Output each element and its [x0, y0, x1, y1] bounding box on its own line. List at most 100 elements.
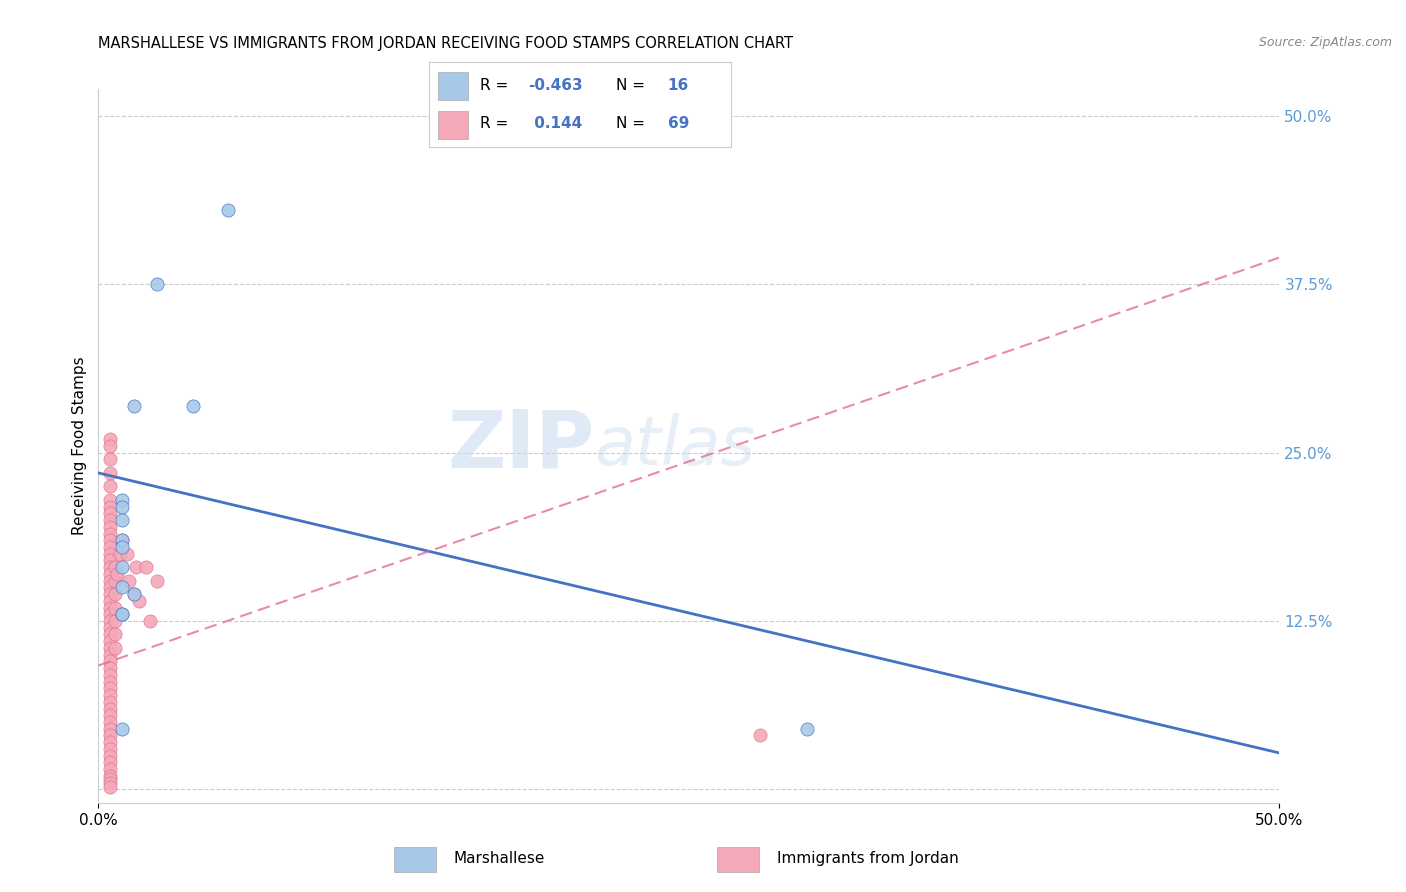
Point	[98, 614, 121, 628]
Point	[111, 533, 134, 548]
Point	[98, 748, 121, 763]
Point	[98, 607, 121, 622]
Point	[98, 627, 121, 641]
Point	[98, 634, 121, 648]
Point	[98, 479, 121, 493]
Point	[98, 621, 121, 635]
Point	[104, 640, 127, 655]
FancyBboxPatch shape	[437, 71, 468, 100]
Point	[98, 769, 121, 783]
Point	[98, 432, 121, 446]
Point	[98, 533, 121, 548]
Point	[98, 574, 121, 588]
Point	[98, 500, 121, 514]
Point	[146, 277, 169, 292]
Point	[98, 681, 121, 696]
Point	[128, 594, 150, 608]
Point	[104, 627, 127, 641]
Point	[111, 492, 134, 507]
Point	[111, 607, 134, 622]
Point	[105, 566, 128, 581]
Point	[98, 492, 121, 507]
Text: N =: N =	[616, 116, 645, 131]
Point	[98, 661, 121, 675]
Point	[104, 560, 127, 574]
Point	[98, 735, 121, 749]
Point	[98, 756, 121, 770]
Point	[139, 614, 162, 628]
Text: MARSHALLESE VS IMMIGRANTS FROM JORDAN RECEIVING FOOD STAMPS CORRELATION CHART: MARSHALLESE VS IMMIGRANTS FROM JORDAN RE…	[98, 36, 793, 51]
Point	[748, 729, 770, 743]
Text: Marshallese: Marshallese	[453, 851, 544, 866]
Point	[98, 742, 121, 756]
Point	[111, 722, 134, 736]
Point	[122, 587, 145, 601]
Point	[98, 526, 121, 541]
Point	[98, 762, 121, 776]
Point	[98, 648, 121, 662]
Point	[98, 506, 121, 520]
Point	[98, 547, 121, 561]
Point	[98, 729, 121, 743]
Point	[98, 580, 121, 594]
Point	[98, 600, 121, 615]
Point	[796, 722, 818, 736]
Point	[98, 560, 121, 574]
Text: 16: 16	[668, 78, 689, 94]
Point	[98, 668, 121, 682]
Point	[98, 594, 121, 608]
FancyBboxPatch shape	[394, 847, 436, 872]
Point	[111, 560, 134, 574]
Point	[98, 587, 121, 601]
Point	[98, 708, 121, 723]
Text: Immigrants from Jordan: Immigrants from Jordan	[778, 851, 959, 866]
Point	[108, 547, 131, 561]
Point	[111, 607, 134, 622]
Point	[98, 513, 121, 527]
Point	[111, 580, 134, 594]
Point	[98, 466, 121, 480]
FancyBboxPatch shape	[717, 847, 759, 872]
Y-axis label: Receiving Food Stamps: Receiving Food Stamps	[72, 357, 87, 535]
Point	[146, 574, 169, 588]
Point	[98, 452, 121, 467]
Point	[217, 203, 239, 218]
Point	[181, 399, 204, 413]
Point	[98, 640, 121, 655]
Point	[111, 540, 134, 554]
Point	[104, 600, 127, 615]
Text: 0.144: 0.144	[529, 116, 582, 131]
Point	[98, 701, 121, 715]
Point	[98, 540, 121, 554]
Point	[104, 574, 127, 588]
Point	[98, 775, 121, 789]
Point	[98, 714, 121, 729]
Point	[104, 614, 127, 628]
Point	[98, 772, 121, 786]
Point	[98, 553, 121, 567]
Point	[98, 722, 121, 736]
Text: R =: R =	[481, 78, 509, 94]
Text: N =: N =	[616, 78, 645, 94]
Point	[111, 513, 134, 527]
Text: -0.463: -0.463	[529, 78, 583, 94]
Point	[122, 587, 145, 601]
Point	[98, 439, 121, 453]
Point	[98, 695, 121, 709]
Point	[135, 560, 157, 574]
Text: ZIP: ZIP	[447, 407, 595, 485]
Point	[98, 674, 121, 689]
Point	[98, 780, 121, 794]
Point	[98, 520, 121, 534]
Point	[98, 655, 121, 669]
Text: atlas: atlas	[595, 413, 755, 479]
Point	[104, 587, 127, 601]
Text: Source: ZipAtlas.com: Source: ZipAtlas.com	[1258, 36, 1392, 49]
Point	[111, 533, 134, 548]
FancyBboxPatch shape	[437, 111, 468, 139]
Point	[115, 547, 138, 561]
Point	[98, 688, 121, 702]
Text: R =: R =	[481, 116, 509, 131]
Point	[98, 566, 121, 581]
Text: 69: 69	[668, 116, 689, 131]
